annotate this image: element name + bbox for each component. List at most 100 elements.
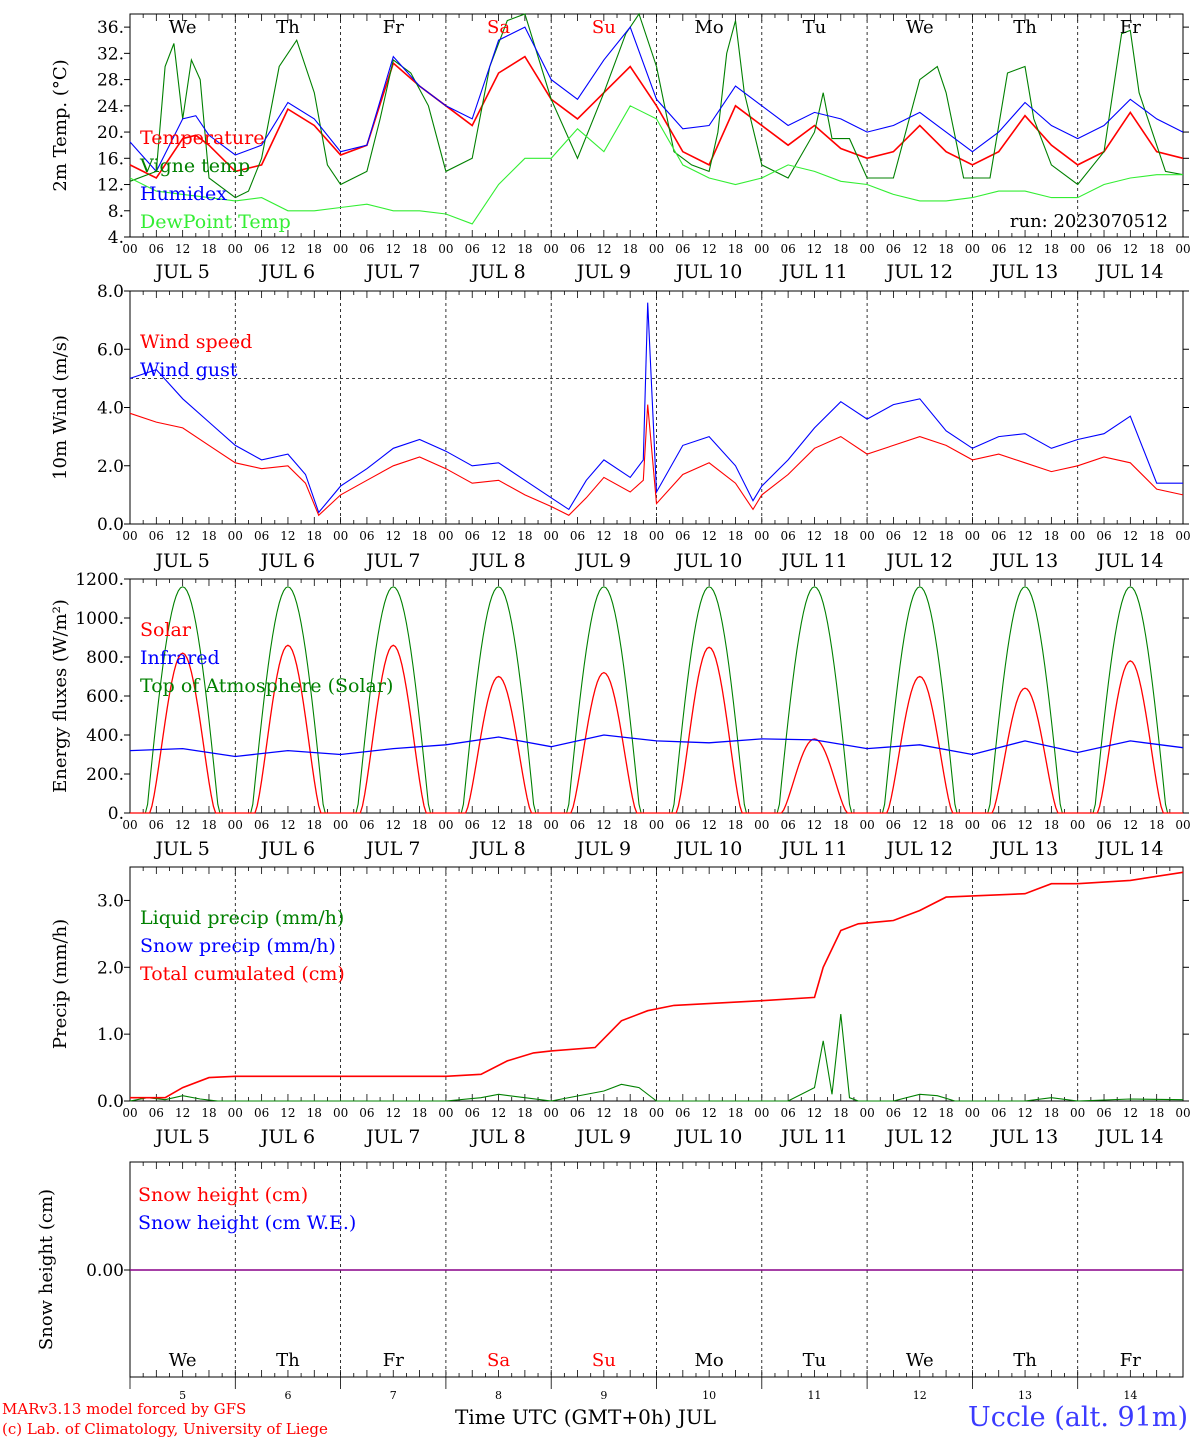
date-label: JUL 8 bbox=[469, 1126, 525, 1148]
hour-tick-label: 06 bbox=[570, 818, 585, 832]
date-label: JUL 14 bbox=[1095, 261, 1163, 283]
panel-energy: 0. 200. 400. 600. 800. 1000. 1200.Energy fluxe… bbox=[50, 570, 1191, 860]
hour-tick-label: 18 bbox=[201, 1106, 216, 1120]
weekday-label: Su bbox=[592, 17, 616, 38]
hour-tick-label: 00 bbox=[859, 818, 874, 832]
legend-wind-gust: Wind gust bbox=[140, 359, 238, 381]
y-tick-label: 36. bbox=[97, 18, 124, 38]
hour-tick-label: 12 bbox=[702, 1106, 717, 1120]
y-axis-label: Precip (mm/h) bbox=[50, 919, 71, 1049]
hour-tick-label: 06 bbox=[991, 242, 1006, 256]
legend-infrared: Infrared bbox=[140, 647, 220, 669]
legend-dewpoint-temp: DewPoint Temp bbox=[140, 211, 291, 233]
y-axis-label: 10m Wind (m/s) bbox=[50, 335, 71, 480]
hour-tick-label: 00 bbox=[122, 529, 137, 543]
hour-tick-label: 00 bbox=[754, 818, 769, 832]
y-tick-label: 600. bbox=[86, 687, 124, 707]
hour-tick-label: 18 bbox=[1044, 529, 1059, 543]
y-tick-label: 6.0 bbox=[97, 340, 124, 360]
hour-tick-label: 18 bbox=[833, 1106, 848, 1120]
weekday-label: Mo bbox=[695, 17, 724, 38]
hour-tick-label: 00 bbox=[122, 818, 137, 832]
series-line-temperature bbox=[129, 55, 1184, 180]
hour-tick-label: 12 bbox=[596, 242, 611, 256]
weekday-label: We bbox=[906, 1350, 934, 1371]
day-number-label: 6 bbox=[284, 1389, 291, 1402]
hour-tick-label: 06 bbox=[991, 1106, 1006, 1120]
hour-tick-label: 12 bbox=[702, 529, 717, 543]
hour-tick-label: 12 bbox=[807, 818, 822, 832]
hour-tick-label: 12 bbox=[1017, 242, 1032, 256]
hour-tick-label: 18 bbox=[833, 529, 848, 543]
hour-tick-label: 00 bbox=[649, 818, 664, 832]
day-number-label: 7 bbox=[390, 1389, 397, 1402]
hour-tick-label: 00 bbox=[228, 1106, 243, 1120]
station-name: Uccle (alt. 91m) bbox=[968, 1402, 1188, 1433]
hour-tick-label: 00 bbox=[228, 529, 243, 543]
y-tick-label: 4. bbox=[108, 228, 124, 248]
y-tick-label: 16. bbox=[97, 149, 124, 169]
hour-tick-label: 06 bbox=[1096, 529, 1111, 543]
hour-tick-label: 12 bbox=[491, 1106, 506, 1120]
date-label: JUL 8 bbox=[469, 261, 525, 283]
legend-humidex: Humidex bbox=[140, 183, 227, 205]
y-tick-label: 2.0 bbox=[97, 457, 124, 477]
legend-snow-height-cm-w-e: Snow height (cm W.E.) bbox=[138, 1212, 356, 1234]
date-label: JUL 10 bbox=[674, 838, 742, 860]
panel-frame bbox=[129, 13, 1184, 238]
hour-tick-label: 00 bbox=[965, 242, 980, 256]
hour-tick-label: 12 bbox=[912, 1106, 927, 1120]
series-line-liquid-precip-mm-h bbox=[129, 1014, 1184, 1102]
date-label: JUL 13 bbox=[990, 838, 1058, 860]
date-label: JUL 11 bbox=[779, 550, 847, 572]
hour-tick-label: 18 bbox=[412, 1106, 427, 1120]
date-label: JUL 8 bbox=[469, 550, 525, 572]
hour-tick-label: 18 bbox=[412, 242, 427, 256]
hour-tick-label: 12 bbox=[807, 242, 822, 256]
hour-tick-label: 12 bbox=[702, 818, 717, 832]
hour-tick-label: 00 bbox=[649, 529, 664, 543]
hour-tick-label: 00 bbox=[754, 529, 769, 543]
legend-liquid-precip-mm-h: Liquid precip (mm/h) bbox=[140, 907, 344, 929]
hour-tick-label: 06 bbox=[991, 818, 1006, 832]
hour-tick-label: 06 bbox=[254, 529, 269, 543]
hour-tick-label: 06 bbox=[359, 242, 374, 256]
date-label: JUL 12 bbox=[885, 1126, 953, 1148]
hour-tick-label: 00 bbox=[544, 242, 559, 256]
hour-tick-label: 00 bbox=[965, 818, 980, 832]
hour-tick-label: 12 bbox=[175, 242, 190, 256]
hour-tick-label: 18 bbox=[307, 242, 322, 256]
series-line-wind-gust bbox=[129, 302, 1183, 514]
hour-tick-label: 18 bbox=[307, 818, 322, 832]
weekday-label: Fr bbox=[383, 17, 404, 38]
hour-tick-label: 18 bbox=[938, 818, 953, 832]
date-label: JUL 7 bbox=[364, 838, 420, 860]
weekday-label: Th bbox=[1013, 17, 1037, 38]
date-label: JUL 5 bbox=[153, 838, 209, 860]
date-label: JUL 12 bbox=[885, 261, 953, 283]
hour-tick-label: 12 bbox=[912, 242, 927, 256]
date-label: JUL 13 bbox=[990, 550, 1058, 572]
hour-tick-label: 06 bbox=[149, 242, 164, 256]
date-label: JUL 8 bbox=[469, 838, 525, 860]
hour-tick-label: 06 bbox=[570, 529, 585, 543]
hour-tick-label: 18 bbox=[728, 818, 743, 832]
hour-tick-label: 12 bbox=[280, 529, 295, 543]
hour-tick-label: 06 bbox=[1096, 818, 1111, 832]
hour-tick-label: 12 bbox=[1017, 1106, 1032, 1120]
hour-tick-label: 00 bbox=[544, 818, 559, 832]
day-number-label: 5 bbox=[179, 1389, 186, 1402]
hour-tick-label: 06 bbox=[780, 529, 795, 543]
y-tick-label: 8. bbox=[108, 202, 124, 222]
hour-tick-label: 12 bbox=[280, 1106, 295, 1120]
hour-tick-label: 06 bbox=[886, 818, 901, 832]
hour-tick-label: 00 bbox=[1070, 529, 1085, 543]
hour-tick-label: 06 bbox=[1096, 242, 1111, 256]
hour-tick-label: 00 bbox=[1070, 818, 1085, 832]
hour-tick-label: 18 bbox=[201, 818, 216, 832]
hour-tick-label: 06 bbox=[465, 242, 480, 256]
hour-tick-label: 12 bbox=[1017, 818, 1032, 832]
hour-tick-label: 06 bbox=[570, 242, 585, 256]
hour-tick-label: 00 bbox=[438, 242, 453, 256]
date-label: JUL 14 bbox=[1095, 550, 1163, 572]
